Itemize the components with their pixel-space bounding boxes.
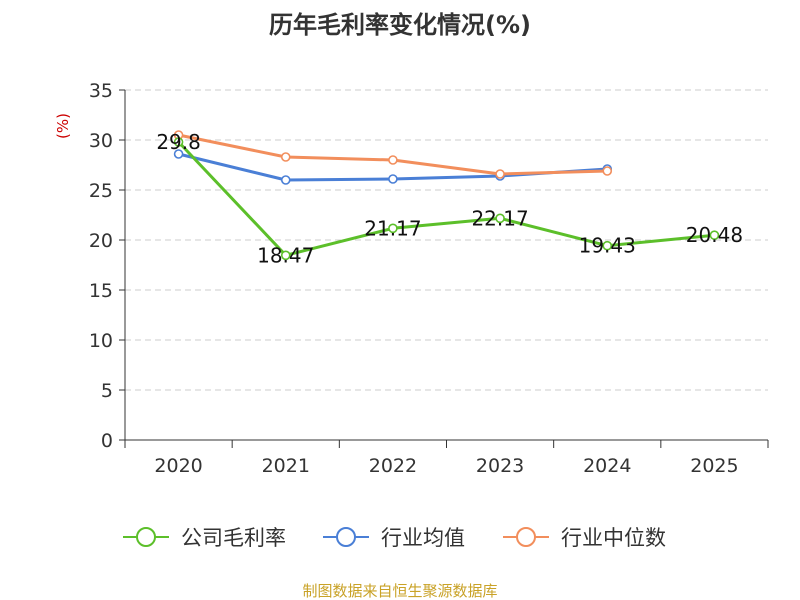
- x-tick-label-2022: 2022: [369, 455, 417, 477]
- y-tick-label-35: 35: [89, 80, 113, 102]
- data-point: [602, 166, 613, 176]
- y-tick-label-5: 5: [101, 380, 113, 402]
- x-tick-label-2023: 2023: [476, 455, 524, 477]
- x-tick-label-2025: 2025: [690, 455, 738, 477]
- source-footer: 制图数据来自恒生聚源数据库: [302, 582, 497, 600]
- data-point: [602, 240, 613, 251]
- legend-marker-icon: [336, 527, 356, 547]
- y-tick-label-25: 25: [89, 180, 113, 202]
- data-point: [388, 223, 398, 234]
- data-point: [173, 137, 184, 147]
- x-tick-label-2020: 2020: [154, 455, 202, 477]
- y-tick-label-15: 15: [89, 280, 113, 302]
- data-point: [495, 213, 505, 224]
- data-point: [388, 174, 398, 184]
- y-axis-label: (%): [54, 113, 72, 139]
- data-point: [495, 169, 505, 179]
- data-point: [173, 149, 184, 159]
- y-tick-label-20: 20: [89, 230, 113, 252]
- data-label: 19.43: [579, 234, 636, 258]
- x-tick-label-2021: 2021: [262, 455, 310, 477]
- legend-label: 行业中位数: [561, 526, 666, 550]
- data-point: [709, 230, 720, 240]
- legend-marker-icon: [516, 527, 536, 547]
- series-line-1: [177, 140, 715, 257]
- legend[interactable]: 公司毛利率 行业均值 行业中位数: [123, 526, 666, 550]
- data-label: 18.47: [257, 243, 314, 267]
- y-tick-label-10: 10: [89, 330, 113, 352]
- y-tick-label-30: 30: [89, 130, 113, 152]
- legend-item-3[interactable]: 行业中位数: [503, 526, 666, 550]
- legend-item-1[interactable]: 公司毛利率: [123, 526, 286, 550]
- legend-label: 行业均值: [381, 526, 465, 550]
- series-lines: [173, 130, 720, 261]
- y-tick-label-0: 0: [101, 430, 113, 452]
- data-label: 29.8: [156, 130, 201, 154]
- legend-marker-icon: [136, 527, 156, 547]
- chart-title: 历年毛利率变化情况(%): [269, 11, 531, 39]
- data-label: 20.48: [686, 223, 743, 247]
- x-tick-label-2024: 2024: [583, 455, 631, 477]
- data-point: [388, 155, 398, 165]
- data-point: [280, 250, 291, 261]
- data-label: 21.17: [364, 216, 421, 240]
- data-labels: 29.8 18.47 21.17 22.17 19.43 20.48: [156, 130, 743, 267]
- legend-item-2[interactable]: 行业均值: [323, 526, 465, 550]
- data-point: [280, 152, 291, 162]
- data-label: 22.17: [471, 206, 528, 230]
- legend-label: 公司毛利率: [181, 526, 286, 550]
- data-point: [280, 175, 291, 185]
